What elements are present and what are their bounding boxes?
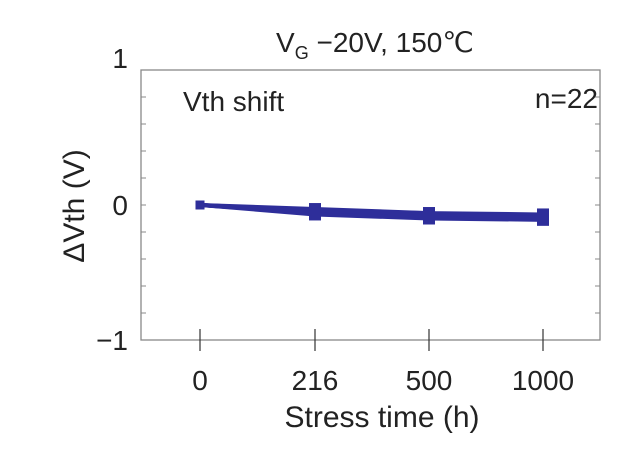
y-tick-labels: 1 0 −1 [96, 43, 128, 356]
x-tick-label: 0 [192, 365, 208, 396]
x-tick-label: 1000 [512, 365, 574, 396]
data-point-marker [423, 207, 435, 220]
y-tick-label: −1 [96, 325, 128, 356]
series-line [199, 203, 544, 222]
title-subscript: G [295, 43, 309, 63]
data-point-marker [537, 212, 549, 225]
x-axis-label: Stress time (h) [284, 401, 479, 434]
y-tick-label: 1 [112, 43, 128, 74]
annotation-vth-shift: Vth shift [183, 86, 284, 117]
data-point-marker [309, 204, 321, 217]
title-main: V [276, 27, 295, 58]
x-ticks: 0 216 500 1000 [192, 329, 574, 396]
x-tick-label: 216 [292, 365, 339, 396]
series-line [199, 203, 544, 221]
y-axis-label: ΔVth (V) [58, 149, 91, 262]
data-point-marker [195, 200, 205, 210]
series-markers [195, 200, 549, 226]
chart-title: VG −20V, 150℃ [276, 27, 474, 63]
y-minor-ticks [141, 69, 600, 341]
x-tick-label: 500 [406, 365, 453, 396]
y-tick-label: 0 [112, 190, 128, 221]
series-lines [199, 203, 544, 222]
title-rest: −20V, 150℃ [309, 27, 474, 58]
annotation-n: n=22 [535, 83, 598, 114]
